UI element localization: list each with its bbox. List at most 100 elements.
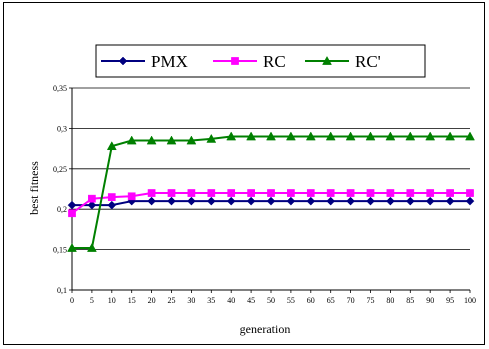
y-tick-label: 0,15 [53,246,67,255]
legend-marker-diamond [118,56,128,66]
data-point-square [466,189,474,197]
data-point-triangle [186,135,197,145]
data-point-square [187,189,196,197]
data-point-triangle [146,135,157,145]
data-point-triangle [126,135,137,145]
data-point-triangle [465,131,475,141]
x-tick-label: 60 [307,296,315,305]
x-tick-label: 50 [267,296,275,305]
data-point-diamond [405,196,415,206]
data-point-diamond [226,196,236,206]
data-point-diamond [147,196,156,206]
data-point-triangle [246,131,257,141]
data-point-square [247,189,255,197]
data-point-triangle [166,135,177,145]
data-point-triangle [226,131,237,141]
x-tick-label: 0 [70,296,74,305]
legend-box [95,44,426,78]
data-point-triangle [405,131,416,141]
data-point-square [88,194,96,203]
data-point-diamond [187,196,196,206]
data-point-diamond [386,196,395,206]
x-tick-label: 85 [406,296,414,305]
data-point-diamond [425,196,435,206]
data-point-triangle [305,131,316,141]
data-point-diamond [366,196,375,206]
y-tick-label: 0,1 [57,286,67,295]
data-point-square [207,189,216,197]
data-point-square [127,192,136,201]
data-point-square [107,193,116,201]
x-tick-label: 30 [187,296,195,305]
x-tick-label: 100 [464,296,476,305]
data-point-triangle [385,131,396,141]
data-point-square [306,189,315,197]
data-point-diamond [87,200,97,210]
x-tick-label: 5 [90,296,94,305]
legend-marker-square [231,57,239,65]
data-point-diamond [306,196,316,206]
x-tick-label: 20 [148,296,156,305]
data-point-diamond [107,200,117,210]
x-tick-label: 75 [367,296,375,305]
x-tick-label: 15 [128,296,136,305]
x-tick-label: 90 [426,296,434,305]
legend: PMX RC RC' [95,44,426,78]
data-point-square [366,189,375,197]
data-point-diamond [206,196,216,206]
data-point-triangle [67,242,77,252]
data-point-triangle [365,131,376,141]
data-point-diamond [286,196,296,206]
data-point-square [406,189,415,197]
x-tick-label: 65 [327,296,335,305]
x-tick-label: 45 [247,296,255,305]
data-point-triangle [106,141,117,151]
data-point-square [167,189,176,197]
data-point-diamond [266,196,276,206]
y-tick-label: 0,25 [53,165,67,174]
x-tick-label: 80 [386,296,394,305]
plot-background [72,88,470,290]
x-tick-label: 35 [207,296,215,305]
data-point-square [326,189,335,197]
x-tick-label: 95 [446,296,454,305]
data-point-triangle [266,131,276,141]
x-axis-label: generation [240,322,291,336]
data-point-square [346,189,355,197]
data-point-triangle [285,131,296,141]
legend-marker-triangle [322,55,332,65]
data-point-square [68,209,76,218]
data-point-square [267,189,275,197]
y-tick-label: 0,35 [53,84,67,93]
legend-label: RC' [355,52,381,71]
data-point-square [446,189,454,197]
data-point-diamond [67,200,77,210]
legend-label: PMX [151,52,188,71]
data-point-square [386,189,395,197]
data-point-diamond [445,196,455,206]
data-point-triangle [325,131,336,141]
x-tick-label: 55 [287,296,295,305]
y-axis-label: best fitness [27,161,41,215]
data-point-diamond [246,196,256,206]
data-point-triangle [206,133,217,143]
x-tick-label: 25 [168,296,176,305]
data-point-diamond [167,196,176,206]
data-point-triangle [86,242,97,252]
y-tick-label: 0,2 [57,205,67,214]
plot-area: 0,1 0,15 0,2 0,25 0,3 0,35 0 5 10 15 20 25 30 35 40 45 5… [53,84,476,305]
data-point-square [426,189,435,197]
data-point-square [147,189,156,197]
data-point-triangle [345,131,356,141]
x-tick-label: 70 [347,296,355,305]
legend-label: RC [263,52,286,71]
x-tick-label: 10 [108,296,116,305]
data-point-diamond [326,196,336,206]
data-point-diamond [346,196,355,206]
data-point-diamond [465,196,475,206]
data-point-triangle [445,131,456,141]
data-point-triangle [425,131,436,141]
y-tick-label: 0,3 [57,124,67,133]
data-point-square [227,189,236,197]
